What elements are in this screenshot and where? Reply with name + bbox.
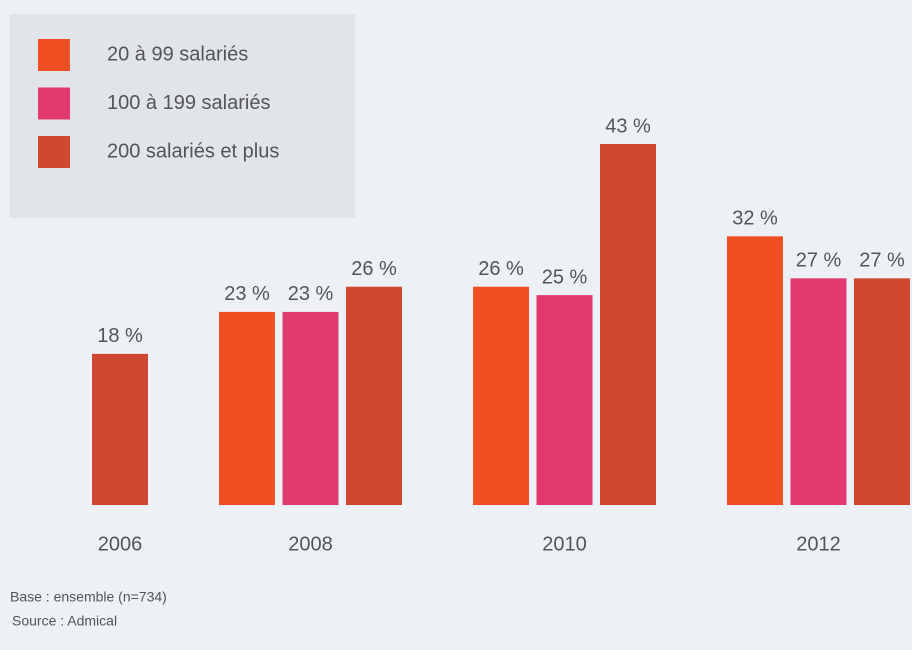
value-label: 23 %	[288, 283, 334, 305]
value-label: 26 %	[351, 258, 397, 280]
value-label: 27 %	[796, 250, 842, 272]
x-tick-label: 2008	[288, 533, 333, 555]
bar	[219, 311, 275, 505]
bar	[600, 144, 656, 505]
x-tick-label: 2010	[542, 533, 587, 555]
legend-label: 100 à 199 salariés	[107, 92, 270, 114]
bar	[346, 286, 402, 505]
value-label: 27 %	[859, 250, 905, 272]
legend-swatch	[38, 136, 70, 168]
legend-swatch	[38, 87, 70, 120]
footnote: Source : Admical	[12, 613, 117, 629]
value-label: 23 %	[224, 283, 270, 305]
bar	[790, 278, 847, 505]
bar	[282, 311, 339, 505]
x-tick-label: 2012	[796, 533, 841, 555]
legend-label: 200 salariés et plus	[107, 140, 279, 162]
footnote: Base : ensemble (n=734)	[10, 589, 167, 605]
legend-label: 20 à 99 salariés	[107, 43, 248, 65]
bar	[473, 286, 529, 505]
bar	[727, 236, 783, 506]
legend-swatch	[38, 39, 70, 71]
value-label: 43 %	[605, 115, 651, 137]
bar	[854, 278, 910, 505]
bar	[92, 353, 148, 505]
value-label: 26 %	[478, 258, 524, 280]
value-label: 25 %	[542, 266, 588, 288]
bar	[536, 295, 593, 505]
value-label: 18 %	[97, 325, 143, 347]
x-tick-label: 2006	[98, 533, 143, 555]
value-label: 32 %	[732, 208, 778, 230]
